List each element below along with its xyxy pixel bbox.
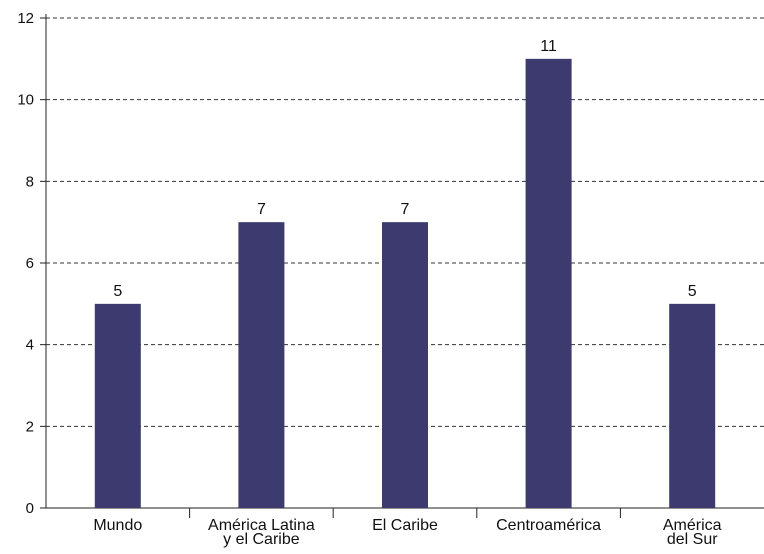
bar: [525, 58, 572, 508]
y-tick-label: 10: [17, 92, 34, 109]
y-tick-label: 2: [26, 418, 34, 435]
data-label: 5: [113, 283, 122, 300]
bar: [382, 222, 428, 508]
y-tick-label: 0: [26, 500, 34, 517]
category-label-line: América: [663, 517, 722, 534]
category-label-line: del Sur: [667, 531, 718, 548]
category-label-line: América Latina: [208, 517, 315, 534]
y-tick-label: 6: [26, 255, 34, 272]
category-label-line: El Caribe: [372, 517, 438, 534]
bar: [94, 303, 141, 508]
bar: [238, 222, 285, 508]
category-label: Mundo: [93, 517, 142, 534]
category-label-line: y el Caribe: [223, 531, 300, 548]
data-label: 11: [540, 38, 557, 55]
data-label: 7: [257, 201, 266, 218]
category-label: El Caribe: [372, 517, 438, 534]
y-tick-label: 8: [26, 173, 34, 190]
category-label: América del Sur: [663, 517, 722, 548]
category-label-line: Mundo: [93, 517, 142, 534]
bar: [669, 303, 716, 508]
category-label-line: Centroamérica: [496, 517, 601, 534]
data-label: 7: [401, 201, 410, 218]
y-tick-label: 12: [17, 10, 34, 27]
data-label: 5: [688, 283, 697, 300]
y-tick-label: 4: [26, 337, 34, 354]
category-label: Centroamérica: [496, 517, 601, 534]
category-label: América Latina y el Caribe: [208, 517, 315, 548]
